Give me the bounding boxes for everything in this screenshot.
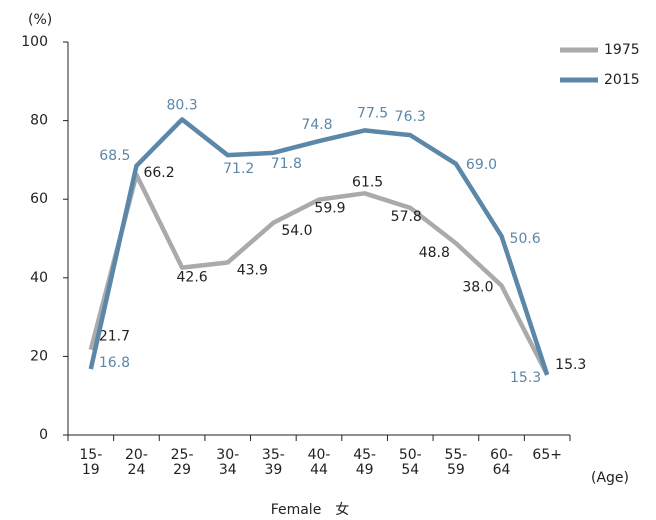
x-tick-label: 15-19 [79, 447, 102, 478]
x-axis-label: (Age) [591, 470, 629, 486]
value-label: 43.9 [237, 262, 268, 278]
value-label: 76.3 [395, 109, 426, 125]
value-label: 59.9 [314, 201, 345, 217]
footer: Female 女 [271, 501, 350, 518]
value-label: 66.2 [143, 165, 174, 181]
value-label: 69.0 [466, 157, 497, 173]
line-series [88, 172, 550, 376]
y-unit: (%) [28, 12, 52, 28]
value-label: 68.5 [99, 148, 130, 164]
value-label: 74.8 [301, 117, 332, 133]
x-tick-label: 20-24 [125, 447, 148, 478]
value-label: 50.6 [510, 231, 541, 247]
y-tick-label: 0 [39, 427, 48, 443]
y-tick-label: 20 [30, 348, 48, 364]
y-tick-label: 100 [21, 34, 48, 50]
value-label: 16.8 [99, 355, 130, 371]
value-label: 42.6 [177, 270, 208, 286]
legend-label: 1975 [604, 42, 640, 58]
x-tick-label: 30-34 [216, 447, 239, 478]
x-tick-label: 65+ [532, 447, 562, 463]
y-tick-label: 80 [30, 113, 48, 129]
x-tick-label: 60-64 [490, 447, 513, 478]
value-label: 57.8 [391, 209, 422, 225]
y-tick-label: 60 [30, 191, 48, 207]
value-label: 48.8 [419, 245, 450, 261]
value-label: 54.0 [281, 223, 312, 239]
value-label: 21.7 [99, 329, 130, 345]
x-tick-label: 45-49 [353, 447, 376, 478]
value-label: 15.3 [555, 357, 586, 373]
legend-label: 2015 [604, 72, 640, 88]
x-tick-label: 25-29 [171, 447, 194, 478]
line-series [88, 117, 550, 376]
value-label: 38.0 [462, 280, 493, 296]
value-label: 77.5 [357, 105, 388, 121]
x-tick-label: 55-59 [444, 447, 467, 478]
y-tick-label: 40 [30, 270, 48, 286]
value-label: 71.8 [271, 156, 302, 172]
x-tick-label: 35-39 [262, 447, 285, 478]
value-label: 80.3 [167, 97, 198, 113]
x-tick-label: 50-54 [399, 447, 422, 478]
value-label: 15.3 [510, 370, 541, 386]
x-tick-label: 40-44 [308, 447, 331, 478]
value-label: 61.5 [352, 174, 383, 190]
value-label: 71.2 [223, 161, 254, 177]
